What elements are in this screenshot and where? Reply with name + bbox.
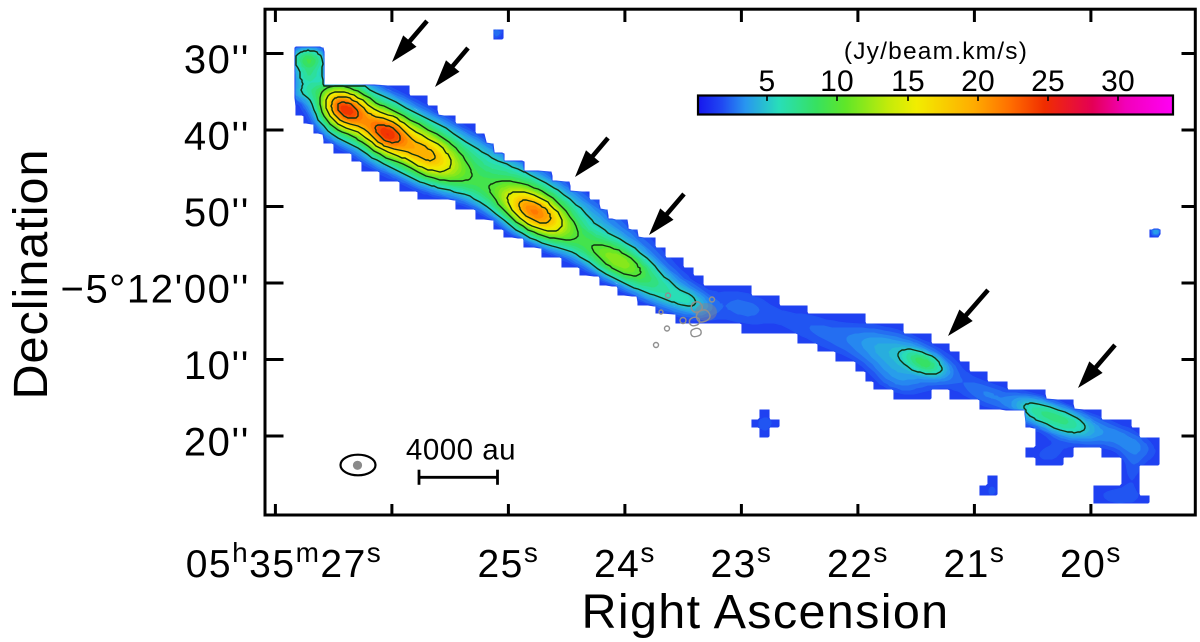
svg-text:30'': 30'' — [184, 38, 250, 82]
svg-text:30: 30 — [1101, 65, 1135, 98]
svg-text:50'': 50'' — [184, 191, 250, 235]
svg-text:15: 15 — [891, 65, 925, 98]
svg-text:40'': 40'' — [184, 115, 250, 159]
svg-text:24s: 24s — [594, 537, 656, 586]
svg-text:10'': 10'' — [184, 344, 250, 388]
svg-text:Declination: Declination — [4, 149, 58, 400]
svg-text:4000 au: 4000 au — [406, 434, 516, 467]
svg-text:20: 20 — [961, 65, 995, 98]
svg-text:05h35m27s: 05h35m27s — [186, 537, 383, 586]
svg-text:−5°12'00'': −5°12'00'' — [61, 268, 251, 312]
svg-text:25: 25 — [1031, 65, 1065, 98]
svg-text:10: 10 — [820, 65, 854, 98]
svg-text:Right Ascension: Right Ascension — [581, 585, 949, 639]
svg-text:(Jy/beam.km/s): (Jy/beam.km/s) — [844, 38, 1028, 65]
svg-text:20'': 20'' — [184, 421, 250, 465]
svg-text:5: 5 — [759, 65, 776, 98]
